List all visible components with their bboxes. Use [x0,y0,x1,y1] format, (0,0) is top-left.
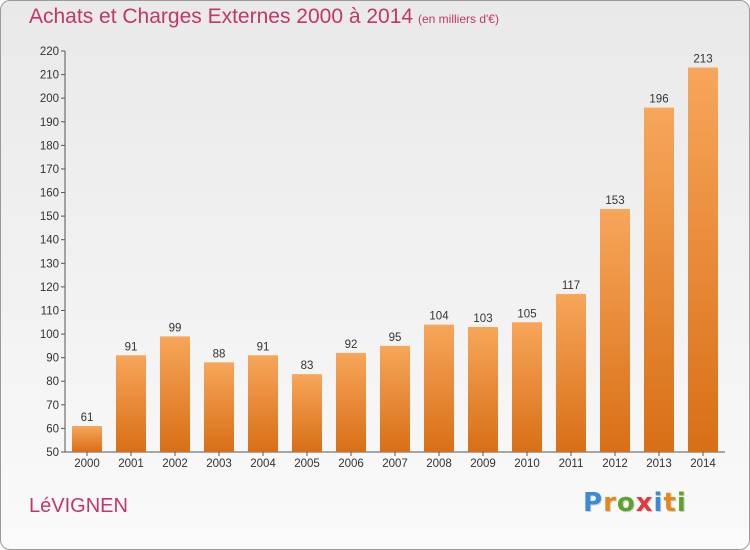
bar [688,67,718,452]
data-label: 99 [169,322,182,334]
bar [248,355,278,452]
data-label: 213 [693,54,712,66]
bar [116,355,146,452]
bar [468,326,498,452]
y-tick-label: 190 [40,117,59,129]
x-tick-label: 2009 [470,458,496,470]
logo-letter: o [616,488,636,518]
chart-labels: 61 91 99 88 91 83 92 95 104 103 105 117 153 196 213 [81,54,713,425]
x-tick-label: 2013 [646,458,672,470]
y-tick-label: 160 [40,188,59,200]
bar [336,352,366,452]
data-label: 153 [605,195,624,207]
data-label: 91 [125,341,138,353]
y-tick-label: 100 [40,329,59,341]
bar [204,362,234,452]
bar [644,107,674,453]
y-tick-label: 170 [40,164,59,176]
data-label: 103 [473,313,492,325]
x-tick-label: 2011 [559,458,584,470]
bar [600,209,630,452]
y-tick-label: 220 [40,46,59,58]
logo-letter: P [583,488,604,518]
data-label: 117 [562,280,580,292]
logo-letter: r [603,488,617,518]
data-label: 196 [649,94,668,106]
bar [72,426,102,452]
data-label: 88 [213,348,226,360]
data-label: 83 [301,360,314,372]
y-tick-label: 80 [46,376,59,388]
bar [292,374,322,452]
chart-title: Achats et Charges Externes 2000 à 2014 [29,5,414,28]
data-label: 95 [389,332,402,344]
y-tick-label: 90 [46,353,59,365]
logo-letter: x [635,488,654,518]
x-tick-label: 2008 [426,458,452,470]
chart-bars [72,67,718,453]
y-tick-label: 140 [40,235,59,247]
bar [160,336,190,452]
x-tick-label: 2000 [74,458,100,470]
logo-letter: i [676,488,687,518]
commune-name: LéVIGNEN [29,495,128,517]
y-tick-label: 70 [46,400,59,412]
x-tick-label: 2006 [338,458,364,470]
data-label: 92 [345,339,358,351]
data-label: 105 [517,308,536,320]
bar [556,293,586,452]
logo-letter: i [653,488,664,518]
x-tick-label: 2014 [690,458,716,470]
y-tick-label: 150 [40,211,59,223]
x-tick-label: 2002 [162,458,188,470]
bar [512,322,542,452]
logo-letter: t [663,488,677,518]
proxiti-logo: Proxiti [583,488,687,518]
y-tick-label: 50 [46,447,59,459]
data-label: 91 [257,341,270,353]
y-tick-label: 110 [41,305,59,317]
y-tick-label: 200 [40,93,59,105]
y-tick-label: 60 [46,423,59,435]
chart-subtitle: (en milliers d'€) [418,12,499,26]
x-tick-label: 2005 [294,458,320,470]
x-tick-label: 2004 [250,458,276,470]
x-tick-label: 2001 [118,458,144,470]
data-label: 104 [429,311,449,323]
y-tick-label: 130 [40,258,59,270]
bar [424,324,454,452]
x-tick-label: 2012 [602,458,628,470]
y-tick-label: 210 [40,70,59,82]
y-tick-label: 120 [40,282,59,294]
bar [380,345,410,452]
y-tick-label: 180 [40,140,59,152]
x-tick-label: 2003 [206,458,232,470]
x-tick-label: 2010 [514,458,540,470]
x-tick-label: 2007 [382,458,408,470]
data-label: 61 [81,412,94,424]
